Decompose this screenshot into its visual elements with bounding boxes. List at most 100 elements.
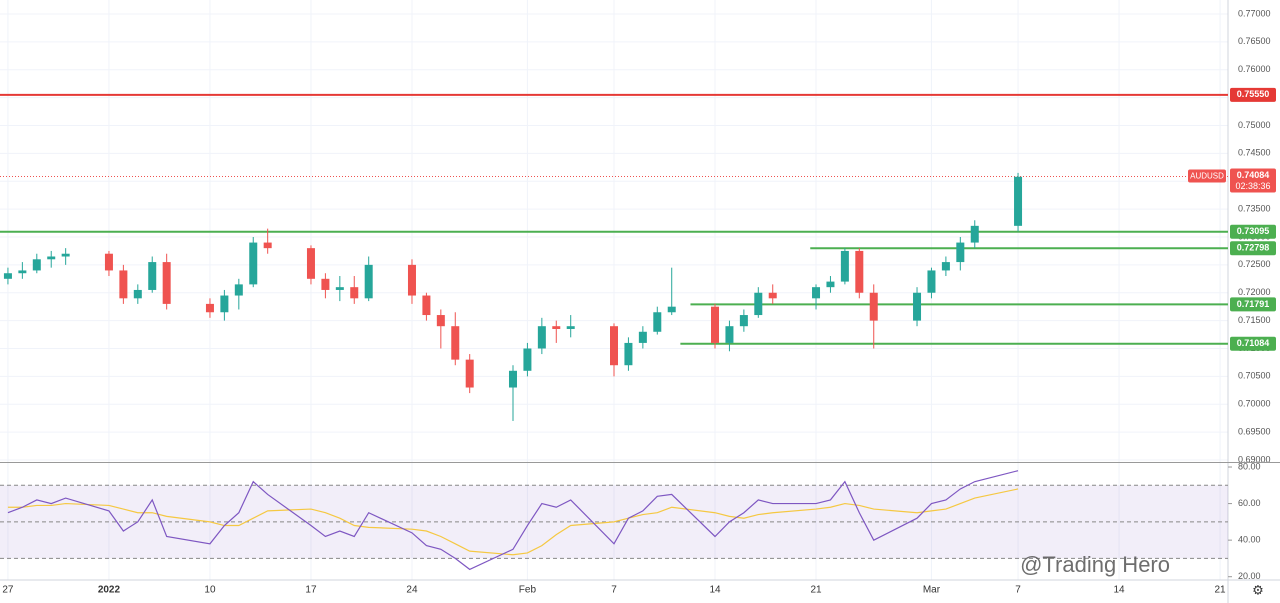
- y-tick-label: 0.69500: [1238, 426, 1271, 436]
- candle-body: [32, 259, 41, 271]
- candle-body: [234, 284, 243, 296]
- candle-body: [855, 250, 864, 293]
- y-tick-label: 0.76000: [1238, 64, 1271, 74]
- candle-body: [249, 242, 258, 285]
- candle-body: [205, 303, 214, 313]
- x-tick-label: 21: [1215, 585, 1227, 596]
- candle-body: [306, 248, 315, 279]
- x-tick-label: Mar: [923, 585, 941, 596]
- candle-body: [552, 326, 561, 329]
- price-label: 0.74084: [1237, 170, 1270, 180]
- price-label-bg: [1230, 168, 1276, 193]
- candle-body: [711, 306, 720, 343]
- candle-body: [321, 278, 330, 290]
- candle-body: [812, 287, 821, 299]
- level-label-bg: [1230, 224, 1276, 239]
- candle-body: [407, 264, 416, 296]
- candle-body: [422, 295, 431, 316]
- candle-body: [350, 287, 359, 299]
- rsi-line: [7, 470, 1019, 571]
- level-label: 0.75550: [1237, 89, 1270, 99]
- candle-body: [667, 306, 676, 313]
- watermark: @Trading Hero: [1020, 552, 1170, 577]
- y-tick-label: 0.72000: [1238, 287, 1271, 297]
- candle-body: [465, 359, 474, 388]
- candle-body: [624, 342, 633, 366]
- x-tick-label: 24: [406, 585, 418, 596]
- candle-body: [104, 253, 113, 271]
- y-tick-label: 0.77000: [1238, 8, 1271, 18]
- x-tick-label: 14: [709, 585, 721, 596]
- level-label-bg: [1230, 241, 1276, 256]
- symbol-label-bg: [1188, 169, 1226, 183]
- candle-body: [508, 370, 517, 388]
- candle-body: [133, 289, 142, 299]
- y-tick-label: 0.74500: [1238, 148, 1271, 158]
- candle-body: [754, 292, 763, 316]
- rsi-ma-line: [7, 488, 1019, 556]
- candle-body: [840, 250, 849, 282]
- candle-body: [451, 326, 460, 360]
- candle-body: [1014, 176, 1023, 226]
- level-label-bg: [1230, 336, 1276, 351]
- candle-body: [61, 253, 70, 257]
- candle-body: [869, 292, 878, 321]
- candle-body: [18, 270, 27, 274]
- candle-body: [941, 262, 950, 271]
- candle-body: [364, 264, 373, 299]
- candle-body: [653, 312, 662, 332]
- x-tick-label: 2022: [98, 585, 121, 596]
- candle-body: [927, 270, 936, 293]
- candle-body: [970, 225, 979, 243]
- y-tick-label: 0.73500: [1238, 203, 1271, 213]
- settings-icon: ⚙: [1252, 582, 1264, 597]
- candle-body: [47, 256, 56, 260]
- candle-body: [148, 262, 157, 290]
- y-tick-label: 0.75000: [1238, 120, 1271, 130]
- candle-body: [768, 292, 777, 299]
- candle-body: [566, 326, 575, 329]
- candle-body: [913, 292, 922, 321]
- x-tick-label: 14: [1113, 585, 1125, 596]
- x-tick-label: 10: [204, 585, 216, 596]
- countdown-label: 02:38:36: [1235, 181, 1270, 191]
- candle-body: [436, 315, 445, 327]
- candle-body: [956, 242, 965, 263]
- level-label: 0.72798: [1237, 243, 1270, 253]
- y-tick-label: 0.76500: [1238, 36, 1271, 46]
- x-tick-label: 7: [1015, 585, 1021, 596]
- rsi-tick-label: 20.00: [1238, 571, 1261, 581]
- candle-body: [826, 281, 835, 288]
- y-tick-label: 0.70500: [1238, 371, 1271, 381]
- x-tick-label: 17: [305, 585, 317, 596]
- x-tick-label: Feb: [519, 585, 537, 596]
- candle-body: [220, 295, 229, 313]
- level-label: 0.73095: [1237, 226, 1270, 236]
- x-tick-label: 21: [810, 585, 822, 596]
- candle-body: [638, 331, 647, 343]
- candle-body: [610, 326, 618, 366]
- candle-body: [162, 262, 171, 304]
- level-label-bg: [1230, 87, 1276, 102]
- candle-body: [3, 273, 12, 279]
- candle-body: [523, 348, 532, 371]
- rsi-tick-label: 40.00: [1238, 535, 1261, 545]
- rsi-tick-label: 80.00: [1238, 461, 1261, 471]
- rsi-tick-label: 60.00: [1238, 498, 1261, 508]
- level-label: 0.71791: [1237, 299, 1270, 309]
- candle-body: [335, 287, 344, 290]
- level-label-bg: [1230, 297, 1276, 312]
- x-tick-label: 7: [611, 585, 617, 596]
- candle-body: [537, 326, 546, 349]
- level-label: 0.71084: [1237, 338, 1270, 348]
- y-tick-label: 0.69000: [1238, 454, 1271, 464]
- candle-body: [263, 242, 272, 249]
- y-tick-label: 0.70000: [1238, 399, 1271, 409]
- x-tick-label: 27: [2, 585, 14, 596]
- y-tick-label: 0.71500: [1238, 315, 1271, 325]
- symbol-label: AUDUSD: [1190, 172, 1224, 181]
- candle-body: [725, 326, 734, 343]
- candle-body: [739, 315, 748, 327]
- y-tick-label: 0.72500: [1238, 259, 1271, 269]
